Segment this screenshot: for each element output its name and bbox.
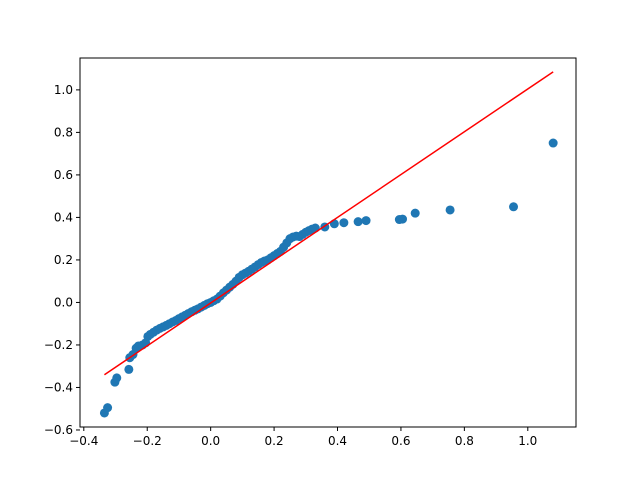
x-tick-label: 0.6 [391,434,410,448]
data-point [548,138,558,148]
reference-line-series [103,71,554,376]
y-tick-label: 0.6 [54,168,73,182]
y-tick-label: 0.8 [54,125,73,139]
data-point [509,202,519,212]
data-point [398,214,408,224]
data-point [310,223,320,233]
y-tick-label: 0.2 [54,253,73,267]
x-tick-label: −0.4 [69,434,98,448]
reference-line [103,71,554,376]
y-tick-label: 1.0 [54,83,73,97]
x-tick-label: 0.8 [455,434,474,448]
data-point [445,205,455,215]
y-tick-label: 0.4 [54,210,73,224]
x-axis: −0.4 −0.2 0.0 0.2 0.4 0.6 0.8 1.0 [69,427,537,448]
y-tick-label: −0.6 [44,423,73,437]
data-point [361,216,371,226]
data-point [353,217,363,227]
y-axis: −0.6 −0.4 −0.2 0.0 0.2 0.4 0.6 0.8 1.0 [44,83,80,437]
data-point [410,208,420,218]
data-point [103,403,113,413]
data-point [112,373,122,383]
data-point [124,364,134,374]
x-tick-label: 0.0 [201,434,220,448]
y-tick-label: −0.2 [44,338,73,352]
x-tick-label: 1.0 [518,434,537,448]
plot-area [99,71,558,418]
axes-frame [79,57,577,428]
x-tick-label: 0.4 [328,434,347,448]
y-tick-label: 0.0 [54,295,73,309]
y-tick-label: −0.4 [44,380,73,394]
data-point [329,219,339,229]
data-point [339,218,349,228]
scatter-series [99,138,558,418]
x-tick-label: 0.2 [265,434,284,448]
x-tick-label: −0.2 [133,434,162,448]
